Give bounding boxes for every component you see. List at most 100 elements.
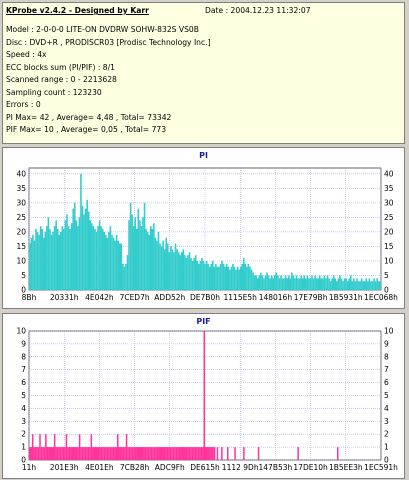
data-bar (134, 217, 137, 290)
data-bar (354, 281, 357, 290)
data-bar (212, 447, 214, 460)
data-bar (136, 447, 138, 460)
data-bar (368, 278, 371, 290)
data-bar (190, 258, 192, 290)
data-bar (67, 226, 70, 290)
data-bar (275, 272, 278, 290)
data-bar (326, 275, 329, 290)
data-bar (131, 214, 133, 290)
data-bar (174, 243, 177, 290)
pi-chart-panel: PI 0 0 5 5 10 10 15 15 20 20 25 25 30 30 35 35 40 40 8Bh 20… (2, 147, 405, 309)
data-bar (180, 447, 182, 460)
data-bar (132, 226, 135, 290)
data-bar (312, 278, 315, 290)
y-tick-label-left: 15 (16, 242, 26, 251)
y-tick-label-right: 10 (384, 327, 394, 336)
data-bar (183, 447, 185, 460)
data-bar (309, 278, 312, 290)
data-bar (184, 255, 186, 290)
data-bar (53, 226, 56, 290)
data-bar (208, 266, 211, 290)
data-bar (93, 447, 96, 460)
x-tick-label: DE615h (190, 463, 220, 472)
data-bar (242, 258, 245, 290)
y-tick-label-left: 9 (21, 339, 26, 348)
data-bar (129, 202, 132, 290)
disc-info-panel: KProbe v2.4.2 - Designed by Karr Date : … (2, 2, 405, 144)
data-bar (147, 447, 150, 460)
data-bar (218, 266, 220, 290)
x-tick-label: 8Bh (22, 293, 37, 302)
data-bar (122, 447, 125, 460)
data-bar (274, 275, 276, 290)
errors-count: Errors : 0 (6, 100, 41, 109)
data-bar (193, 447, 195, 460)
data-bar (128, 447, 131, 460)
data-bar (45, 434, 47, 460)
data-bar (193, 258, 195, 290)
data-bar (134, 447, 137, 460)
data-bar (114, 447, 116, 460)
x-tick-label: 1B5931h (329, 293, 363, 302)
data-bar (362, 281, 364, 290)
data-bar (123, 266, 126, 290)
x-tick-label: 7CB28h (120, 463, 150, 472)
data-bar (190, 447, 192, 460)
data-bar (167, 243, 169, 290)
data-bar (376, 278, 378, 290)
data-bar (374, 281, 377, 290)
data-bar (81, 205, 84, 290)
data-bar (249, 266, 251, 290)
data-bar (80, 173, 82, 290)
data-bar (204, 263, 206, 290)
data-bar (34, 447, 37, 460)
scan-speed: Speed : 4x (6, 50, 47, 59)
data-bar (46, 226, 48, 290)
data-bar (46, 447, 49, 460)
y-tick-label-left: 0 (21, 456, 26, 465)
data-bar (269, 278, 271, 290)
data-bar (143, 202, 146, 290)
data-bar (281, 278, 284, 290)
data-bar (329, 281, 332, 290)
data-bar (112, 447, 115, 460)
data-bar (86, 447, 88, 460)
x-tick-label: 147B53h (259, 463, 293, 472)
data-bar (131, 447, 134, 460)
data-bar (377, 281, 380, 290)
disc-type: Disc : DVD+R , PRODISCR03 [Prodisc Techn… (6, 37, 211, 47)
y-tick-label-right: 0 (384, 286, 389, 295)
data-bar (78, 434, 81, 460)
data-bar (106, 447, 109, 460)
data-bar (154, 237, 157, 290)
data-bar (165, 237, 168, 290)
data-bar (122, 263, 124, 290)
data-bar (202, 260, 205, 290)
data-bar (120, 243, 123, 290)
y-tick-label-left: 5 (21, 271, 26, 280)
data-bar (29, 447, 31, 460)
data-bar (117, 434, 119, 460)
data-bar (196, 260, 199, 290)
y-tick-label-left: 25 (16, 213, 26, 222)
data-bar (206, 447, 208, 460)
data-bar (336, 281, 338, 290)
data-bar (70, 447, 72, 460)
data-bar (340, 278, 343, 290)
data-bar (159, 243, 161, 290)
data-bar (199, 447, 201, 460)
data-bar (104, 234, 107, 290)
data-bar (149, 226, 152, 290)
data-bar (118, 447, 120, 460)
data-bar (161, 447, 163, 460)
data-bar (284, 275, 287, 290)
data-bar (68, 447, 71, 460)
y-tick-label-left: 10 (16, 327, 26, 336)
y-tick-label-right: 30 (384, 198, 394, 207)
data-bar (303, 275, 306, 290)
data-bar (60, 231, 62, 290)
data-bar (221, 260, 223, 290)
data-bar (289, 278, 292, 290)
data-bar (40, 447, 43, 460)
data-bar (114, 240, 116, 290)
